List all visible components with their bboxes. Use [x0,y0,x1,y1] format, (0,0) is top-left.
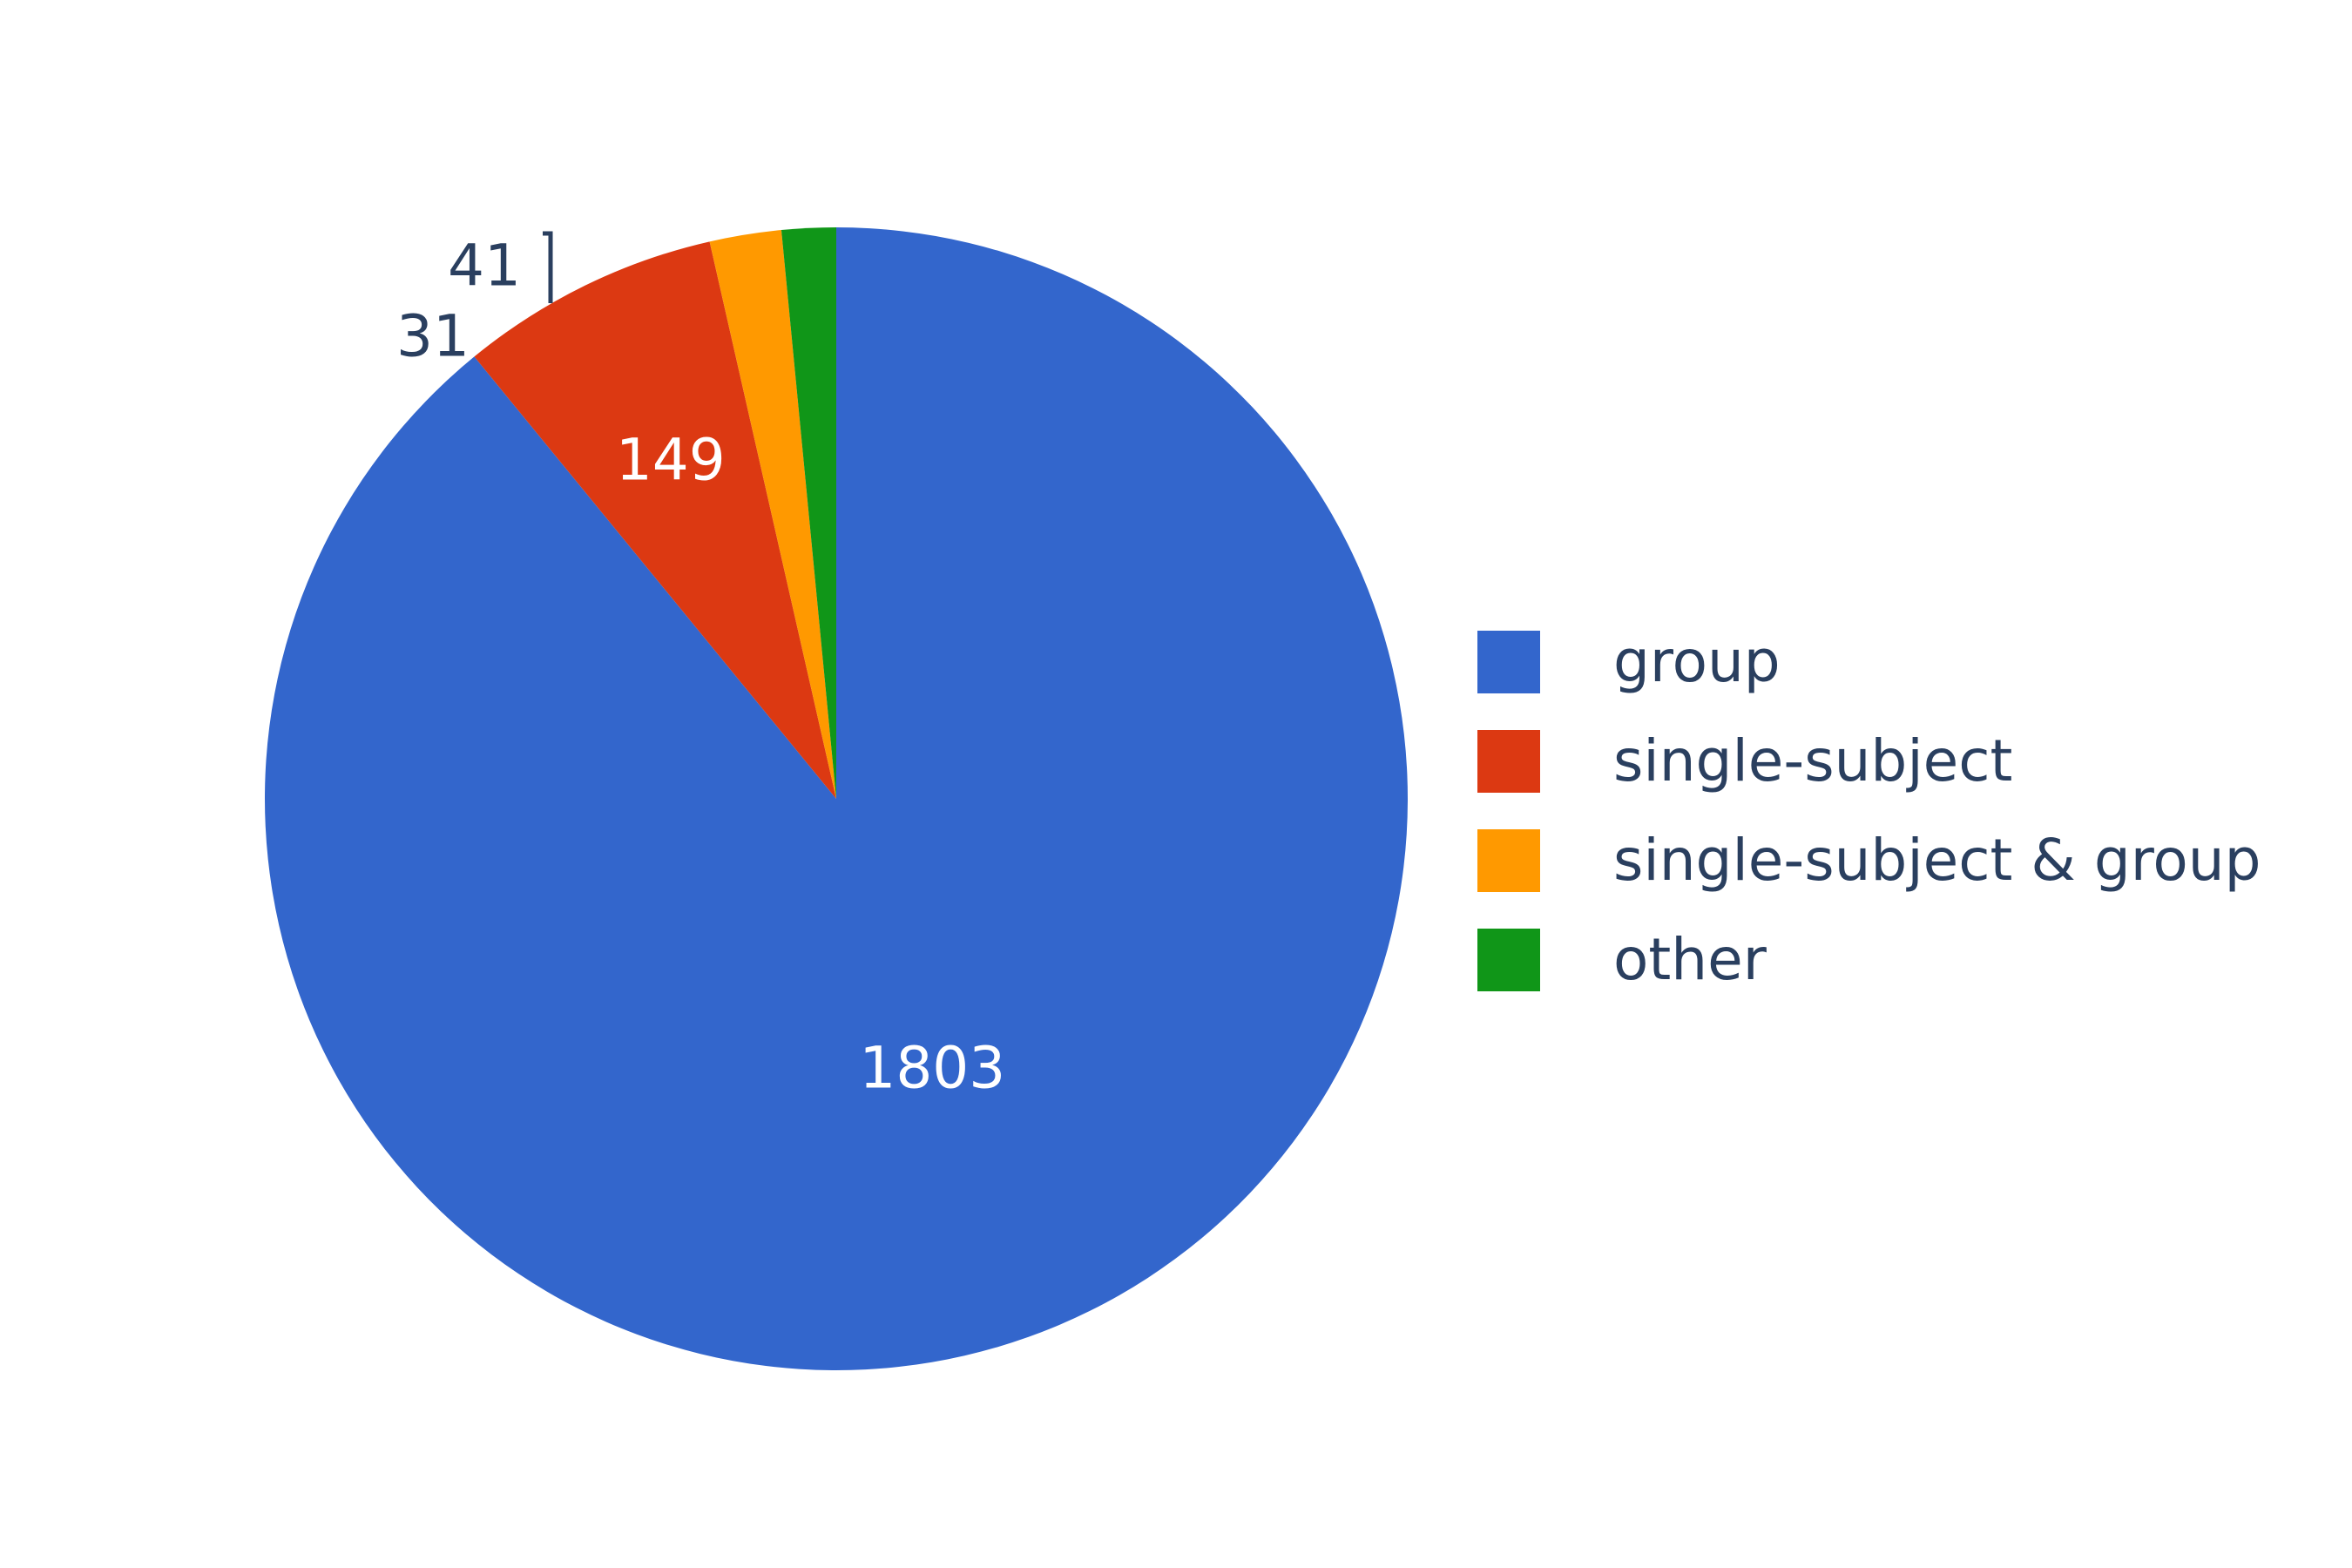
legend-swatch-single-subject-and-group [1477,829,1540,892]
legend-item-other[interactable]: other [1477,910,2331,1010]
legend-swatch-group [1477,631,1540,693]
legend-label-single-subject-and-group: single-subject & group [1613,827,2261,894]
legend-swatch-single-subject [1477,730,1540,793]
data-label-single-subject-and-group: 41 [448,233,521,300]
pie-slice-single-subject-and-group[interactable] [709,230,836,800]
data-label-single-subject: 149 [616,427,726,494]
pie-slice-single-subject[interactable] [474,241,836,799]
legend-item-single-subject-and-group[interactable]: single-subject & group [1477,811,2331,910]
pie-slice-other[interactable] [781,227,836,799]
leader-line-single-subject-and-group [543,231,553,303]
legend-swatch-other [1477,929,1540,991]
legend: group single-subject single-subject & gr… [1477,612,2331,1010]
pie-slice-group[interactable] [264,227,1408,1370]
legend-label-single-subject: single-subject [1613,727,2013,794]
data-label-other: 31 [396,303,470,370]
legend-item-single-subject[interactable]: single-subject [1477,712,2331,811]
legend-item-group[interactable]: group [1477,612,2331,712]
legend-label-other: other [1613,926,1767,993]
data-label-group: 1803 [859,1034,1005,1101]
legend-label-group: group [1613,628,1781,695]
